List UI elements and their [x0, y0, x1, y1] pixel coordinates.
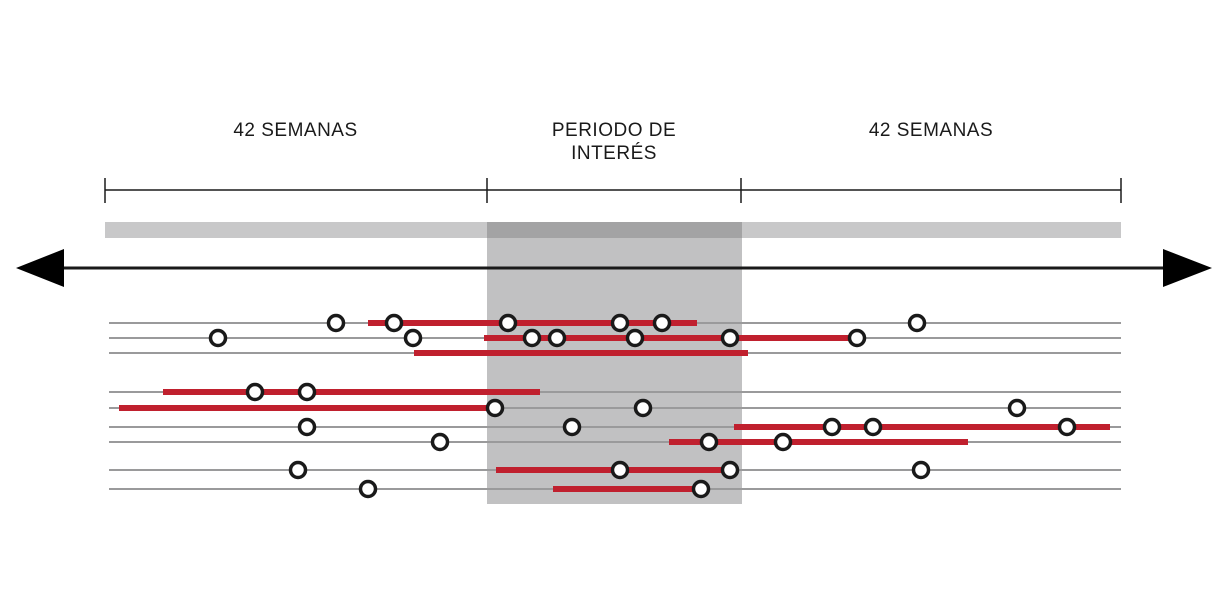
event-markers [208, 313, 1077, 499]
interest-window-shade [487, 222, 742, 504]
circle-marker-icon [847, 328, 867, 348]
interest-period-label-line1: PERIODO DE [551, 120, 677, 141]
after-period-label: 42 SEMANAS [868, 120, 994, 141]
circle-marker-icon [245, 382, 265, 402]
circle-marker-icon [911, 460, 931, 480]
before-period-label: 42 SEMANAS [233, 120, 358, 141]
timeline-band-right [742, 222, 1121, 238]
circle-marker-icon [1057, 417, 1077, 437]
interest-period-label-line2: INTERÉS [571, 143, 657, 164]
circle-marker-icon [403, 328, 423, 348]
timeline-band-left [105, 222, 487, 238]
arrow-left-icon [16, 249, 64, 287]
circle-marker-icon [498, 313, 518, 333]
period-bracket [104, 178, 1122, 203]
circle-marker-icon [288, 460, 308, 480]
circle-marker-icon [652, 313, 672, 333]
circle-marker-icon [297, 382, 317, 402]
circle-marker-icon [358, 479, 378, 499]
circle-marker-icon [907, 313, 927, 333]
circle-marker-icon [430, 432, 450, 452]
circle-marker-icon [720, 460, 740, 480]
circle-marker-icon [633, 398, 653, 418]
circle-marker-icon [1007, 398, 1027, 418]
exposure-bars [119, 320, 1110, 492]
circle-marker-icon [691, 479, 711, 499]
interest-period-label: PERIODO DE INTERÉS [487, 119, 741, 165]
circle-marker-icon [485, 398, 505, 418]
circle-marker-icon [562, 417, 582, 437]
circle-marker-icon [863, 417, 883, 437]
circle-marker-icon [547, 328, 567, 348]
circle-marker-icon [822, 417, 842, 437]
circle-marker-icon [522, 328, 542, 348]
timeline-band-interest [487, 222, 742, 238]
circle-marker-icon [699, 432, 719, 452]
circle-marker-icon [297, 417, 317, 437]
circle-marker-icon [326, 313, 346, 333]
circle-marker-icon [610, 313, 630, 333]
circle-marker-icon [610, 460, 630, 480]
circle-marker-icon [384, 313, 404, 333]
arrow-right-icon [1163, 249, 1212, 287]
circle-marker-icon [773, 432, 793, 452]
circle-marker-icon [208, 328, 228, 348]
circle-marker-icon [720, 328, 740, 348]
circle-marker-icon [625, 328, 645, 348]
